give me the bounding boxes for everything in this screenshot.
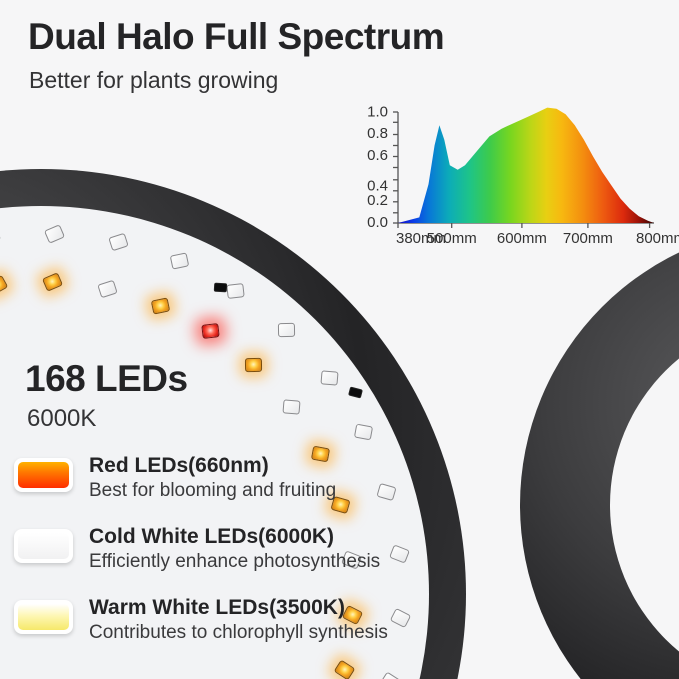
svg-text:700mm: 700mm xyxy=(563,230,613,247)
svg-text:1.0: 1.0 xyxy=(367,104,388,121)
svg-text:600mm: 600mm xyxy=(497,230,547,247)
svg-text:500mm: 500mm xyxy=(427,230,477,247)
svg-text:0.0: 0.0 xyxy=(367,214,388,231)
svg-text:0.6: 0.6 xyxy=(367,147,388,164)
svg-text:800mm: 800mm xyxy=(636,230,679,247)
svg-text:0.2: 0.2 xyxy=(367,192,388,209)
svg-text:0.8: 0.8 xyxy=(367,125,388,142)
